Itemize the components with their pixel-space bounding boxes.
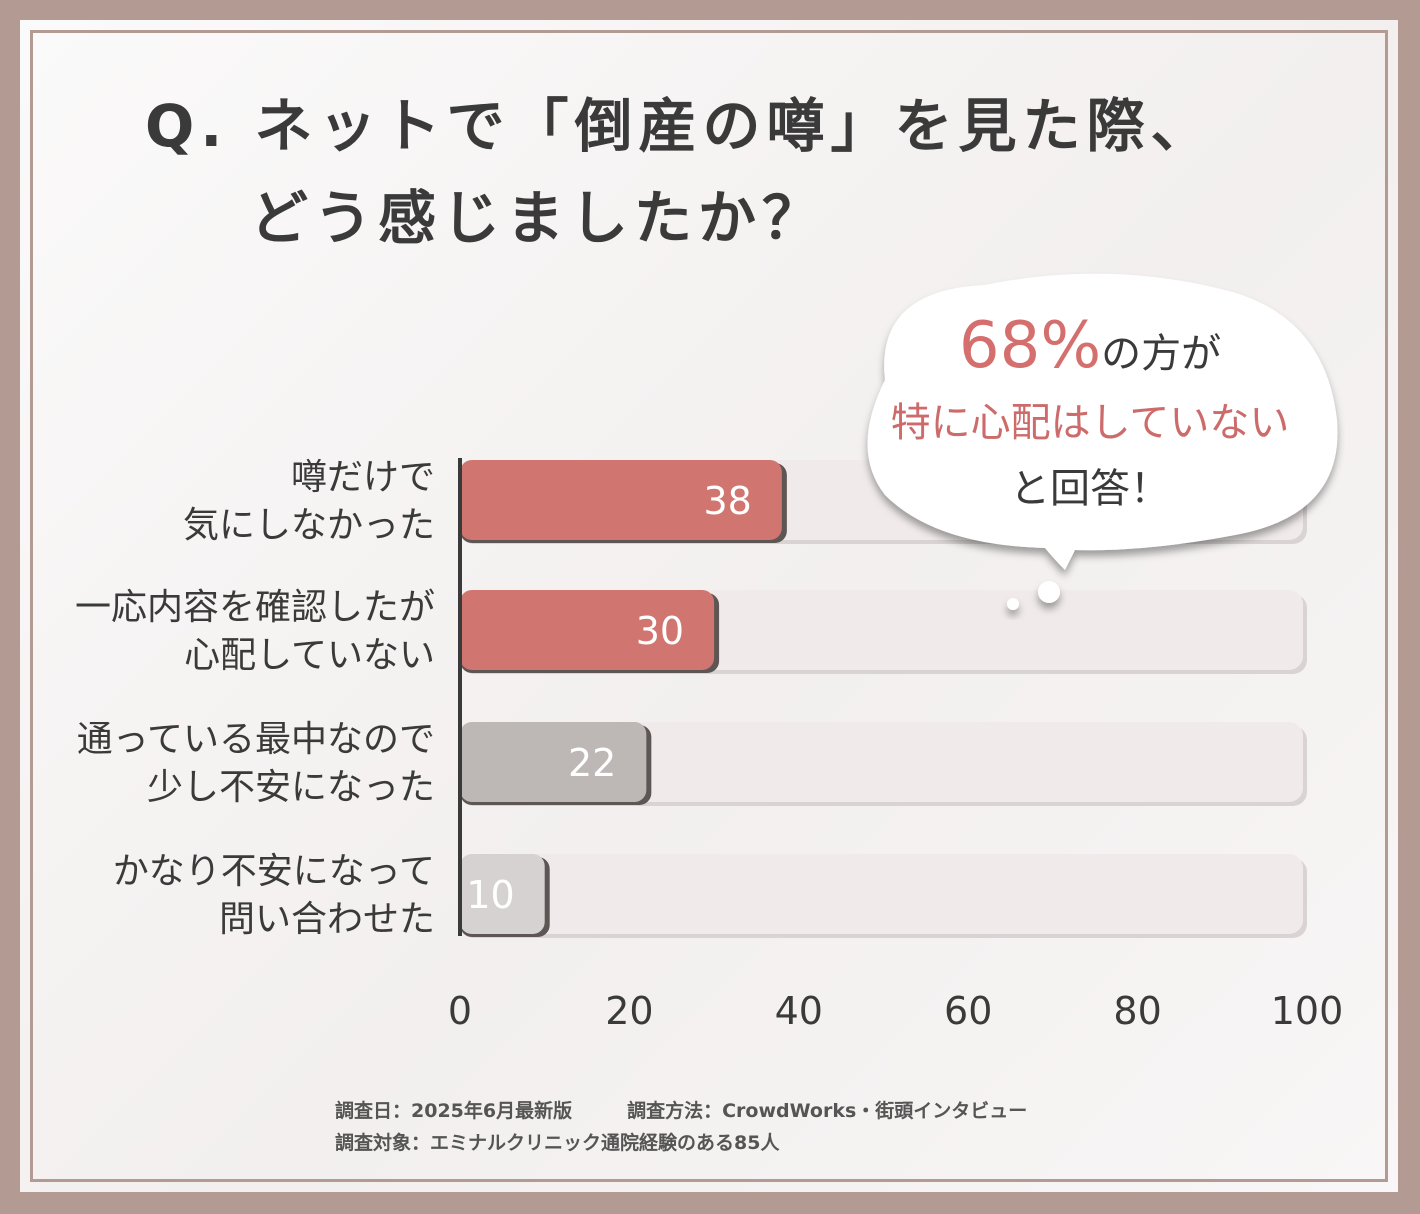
category-label-line: 噂だけで	[290, 457, 435, 498]
survey-date: 調査日：2025年6月最新版	[335, 1100, 573, 1122]
bar-value-label: 30	[636, 609, 684, 653]
callout-line-3: と回答！	[1010, 466, 1170, 512]
bar	[460, 722, 647, 802]
category-label-line: 通っている最中なので	[76, 719, 435, 760]
survey-target: 調査対象：エミナルクリニック通院経験のある85人	[335, 1132, 780, 1154]
bar-track	[460, 854, 1303, 934]
bar-value-label: 10	[466, 873, 514, 917]
category-label-line: 問い合わせた	[218, 899, 435, 940]
bar-value-label: 22	[568, 741, 616, 785]
category-label: 一応内容を確認したが心配していない	[75, 584, 435, 680]
callout-line-1: 68%の方が	[845, 310, 1335, 390]
category-label: 噂だけで気にしなかった	[183, 454, 435, 550]
category-label-line: 一応内容を確認したが	[74, 587, 435, 628]
title-line-2: どう感じましたか？	[250, 184, 827, 252]
speech-bubble-callout: 68%の方が 特に心配はしていない と回答！	[845, 270, 1345, 610]
x-tick-label: 0	[448, 989, 472, 1033]
survey-method: 調査方法：CrowdWorks・街頭インタビュー	[627, 1100, 1028, 1122]
callout-percent: 68%	[958, 309, 1102, 383]
x-tick-label: 100	[1271, 989, 1344, 1033]
callout-line1-suffix: の方が	[1101, 331, 1222, 377]
category-label-line: 心配していない	[184, 635, 435, 676]
x-tick-label: 20	[605, 989, 653, 1033]
bar	[460, 590, 715, 670]
category-label: 通っている最中なので少し不安になった	[77, 716, 435, 812]
category-label-line: かなり不安になって	[112, 851, 435, 892]
x-tick-label: 40	[775, 989, 823, 1033]
inner-frame	[30, 30, 1388, 1182]
category-label: かなり不安になって問い合わせた	[113, 848, 435, 944]
title-line-1: Q. ネットで「倒産の噂」を見た際、	[145, 92, 1215, 160]
speech-bubble-shape	[867, 273, 1338, 610]
category-label-line: 少し不安になった	[146, 767, 435, 808]
bar	[460, 854, 545, 934]
callout-line-2: 特に心配はしていない	[890, 400, 1290, 446]
category-label-line: 気にしなかった	[182, 505, 435, 546]
bar-track	[460, 722, 1303, 802]
callout-text: 68%の方が 特に心配はしていない と回答！	[845, 310, 1335, 522]
x-tick-label: 60	[944, 989, 992, 1033]
survey-footer: 調査日：2025年6月最新版 調査方法：CrowdWorks・街頭インタビュー 調…	[335, 1095, 1027, 1159]
bar-value-label: 38	[704, 479, 752, 523]
bar	[460, 460, 782, 540]
chart-title: Q. ネットで「倒産の噂」を見た際、 どう感じましたか？	[145, 80, 1215, 264]
x-tick-label: 80	[1113, 989, 1161, 1033]
footer-row-1: 調査日：2025年6月最新版 調査方法：CrowdWorks・街頭インタビュー	[335, 1095, 1027, 1127]
